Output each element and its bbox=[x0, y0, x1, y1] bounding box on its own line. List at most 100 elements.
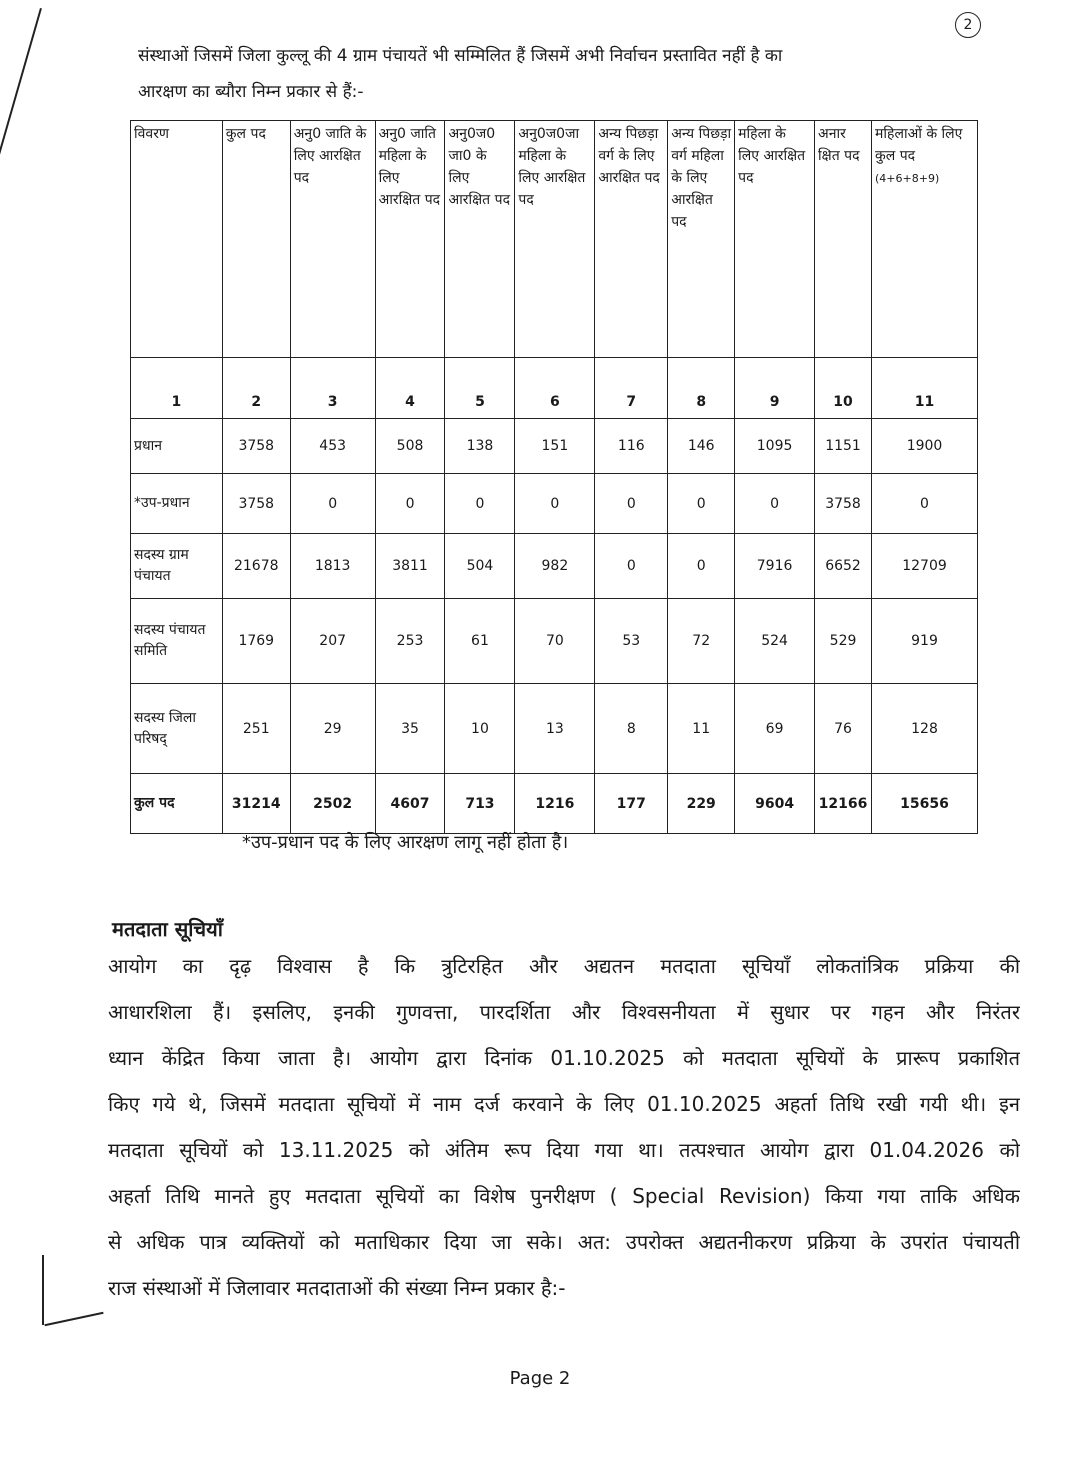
table-cell: 72 bbox=[667, 598, 736, 684]
header-cell: अन्य पिछड़ा वर्ग महिला के लिए आरक्षित पद bbox=[667, 120, 736, 358]
table-cell: 0 bbox=[289, 473, 376, 534]
row-label: सदस्य ग्राम पंचायत bbox=[130, 533, 223, 599]
table-cell: 146 bbox=[667, 418, 736, 474]
header-formula: (4+6+8+9) bbox=[875, 172, 940, 185]
table-cell: 0 bbox=[374, 473, 446, 534]
table-row: कुल पद 31214 2502 4607 713 1216 177 229 9604 1216… bbox=[130, 773, 978, 834]
table-cell: 4607 bbox=[374, 773, 446, 834]
row-label: सदस्य पंचायत समिति bbox=[130, 598, 223, 684]
table-cell: 6652 bbox=[814, 533, 873, 599]
table-cell: 0 bbox=[667, 533, 736, 599]
paragraph-line: राज संस्थाओं में जिलावार मतदाताओं की संख… bbox=[108, 1276, 566, 1300]
table-cell: 61 bbox=[444, 598, 516, 684]
table-row: सदस्य जिला परिषद् 251 29 35 10 13 8 11 69 76 128 bbox=[130, 683, 978, 774]
table-cell: 35 bbox=[374, 683, 446, 774]
header-cell: महिलाओं के लिए कुल पद (4+6+8+9) bbox=[871, 120, 978, 358]
table-cell: 151 bbox=[514, 418, 596, 474]
table-cell: 982 bbox=[514, 533, 596, 599]
paragraph-line: से अधिक पात्र व्यक्तियों को मताधिकार दिय… bbox=[108, 1230, 1020, 1254]
column-number: 7 bbox=[594, 357, 669, 419]
header-cell: विवरण bbox=[130, 120, 223, 358]
margin-pen-mark bbox=[42, 1255, 44, 1325]
table-cell: 8 bbox=[594, 683, 669, 774]
column-number: 11 bbox=[871, 357, 978, 419]
table-cell: 919 bbox=[871, 598, 978, 684]
paragraph-line: किए गये थे, जिसमें मतदाता सूचियों में ना… bbox=[108, 1092, 1020, 1116]
paragraph-line: आधारशिला हैं। इसलिए, इनकी गुणवत्ता, पारद… bbox=[108, 1000, 1020, 1024]
paragraph-line: आयोग का दृढ़ विश्वास है कि त्रुटिरहित और… bbox=[108, 954, 1020, 978]
table-cell: 0 bbox=[871, 473, 978, 534]
intro-text: संस्थाओं जिसमें जिला कुल्लू की 4 ग्राम प… bbox=[138, 38, 968, 110]
paragraph-line: मतदाता सूचियों को 13.11.2025 को अंतिम रू… bbox=[108, 1138, 1020, 1162]
row-label: *उप-प्रधान bbox=[130, 473, 223, 534]
table-cell: 1900 bbox=[871, 418, 978, 474]
table-cell: 2502 bbox=[289, 773, 376, 834]
table-cell: 12166 bbox=[814, 773, 873, 834]
margin-pen-stroke bbox=[0, 8, 42, 201]
table-cell: 31214 bbox=[221, 773, 291, 834]
paragraph-line: ध्यान केंद्रित किया जाता है। आयोग द्वारा… bbox=[108, 1046, 1020, 1070]
column-number: 3 bbox=[289, 357, 376, 419]
table-cell: 508 bbox=[374, 418, 446, 474]
reservation-table: विवरण कुल पद अनु0 जाति के लिए आरक्षित पद… bbox=[130, 120, 978, 834]
header-cell: अनु0ज0जा महिला के लिए आरक्षित पद bbox=[514, 120, 596, 358]
table-cell: 0 bbox=[594, 533, 669, 599]
table-cell: 0 bbox=[594, 473, 669, 534]
column-number: 4 bbox=[374, 357, 446, 419]
margin-pen-tick bbox=[44, 1311, 104, 1327]
table-cell: 1813 bbox=[289, 533, 376, 599]
table-cell: 1151 bbox=[814, 418, 873, 474]
intro-line: आरक्षण का ब्यौरा निम्न प्रकार से हैं:- bbox=[138, 82, 364, 102]
table-cell: 21678 bbox=[221, 533, 291, 599]
table-cell: 0 bbox=[444, 473, 516, 534]
table-cell: 15656 bbox=[871, 773, 978, 834]
table-row: *उप-प्रधान 3758 0 0 0 0 0 0 0 3758 0 bbox=[130, 473, 978, 534]
table-cell: 3758 bbox=[221, 418, 291, 474]
header-cell: कुल पद bbox=[221, 120, 291, 358]
section-heading: मतदाता सूचियाँ bbox=[112, 917, 223, 941]
table-cell: 253 bbox=[374, 598, 446, 684]
header-cell: अनु0 जाति के लिए आरक्षित पद bbox=[289, 120, 376, 358]
column-number: 10 bbox=[814, 357, 873, 419]
table-cell: 524 bbox=[734, 598, 816, 684]
row-label: कुल पद bbox=[130, 773, 223, 834]
table-cell: 1216 bbox=[514, 773, 596, 834]
table-cell: 7916 bbox=[734, 533, 816, 599]
table-cell: 3758 bbox=[814, 473, 873, 534]
table-cell: 529 bbox=[814, 598, 873, 684]
table-cell: 76 bbox=[814, 683, 873, 774]
header-cell: अन्य पिछड़ा वर्ग के लिए आरक्षित पद bbox=[594, 120, 669, 358]
voter-list-paragraph: आयोग का दृढ़ विश्वास है कि त्रुटिरहित और… bbox=[108, 943, 1020, 1311]
intro-line: संस्थाओं जिसमें जिला कुल्लू की 4 ग्राम प… bbox=[138, 46, 783, 66]
header-row: विवरण कुल पद अनु0 जाति के लिए आरक्षित पद… bbox=[130, 120, 978, 358]
table-cell: 10 bbox=[444, 683, 516, 774]
row-label: प्रधान bbox=[130, 418, 223, 474]
table-cell: 713 bbox=[444, 773, 516, 834]
row-label: सदस्य जिला परिषद् bbox=[130, 683, 223, 774]
table-cell: 13 bbox=[514, 683, 596, 774]
table-cell: 229 bbox=[667, 773, 736, 834]
page-footer: Page 2 bbox=[509, 1368, 571, 1389]
table-cell: 128 bbox=[871, 683, 978, 774]
table-cell: 0 bbox=[667, 473, 736, 534]
paragraph-line: अहर्ता तिथि मानते हुए मतदाता सूचियों का … bbox=[108, 1184, 1020, 1208]
table-cell: 453 bbox=[289, 418, 376, 474]
column-number: 1 bbox=[130, 357, 223, 419]
table-cell: 0 bbox=[734, 473, 816, 534]
column-number: 6 bbox=[514, 357, 596, 419]
table-cell: 53 bbox=[594, 598, 669, 684]
page-number-mark: 2 bbox=[955, 12, 981, 38]
column-number: 2 bbox=[221, 357, 291, 419]
table-cell: 3811 bbox=[374, 533, 446, 599]
table-row: सदस्य ग्राम पंचायत 21678 1813 3811 504 982 0 0 7… bbox=[130, 533, 978, 599]
table-cell: 1769 bbox=[221, 598, 291, 684]
table-cell: 504 bbox=[444, 533, 516, 599]
table-cell: 3758 bbox=[221, 473, 291, 534]
header-cell: अनु0 जाति महिला के लिए आरक्षित पद bbox=[374, 120, 446, 358]
table-footnote: *उप-प्रधान पद के लिए आरक्षण लागू नहीं हो… bbox=[242, 832, 569, 853]
table-cell: 207 bbox=[289, 598, 376, 684]
table-cell: 11 bbox=[667, 683, 736, 774]
header-text: महिलाओं के लिए कुल पद bbox=[875, 126, 963, 164]
table-cell: 177 bbox=[594, 773, 669, 834]
table-cell: 251 bbox=[221, 683, 291, 774]
